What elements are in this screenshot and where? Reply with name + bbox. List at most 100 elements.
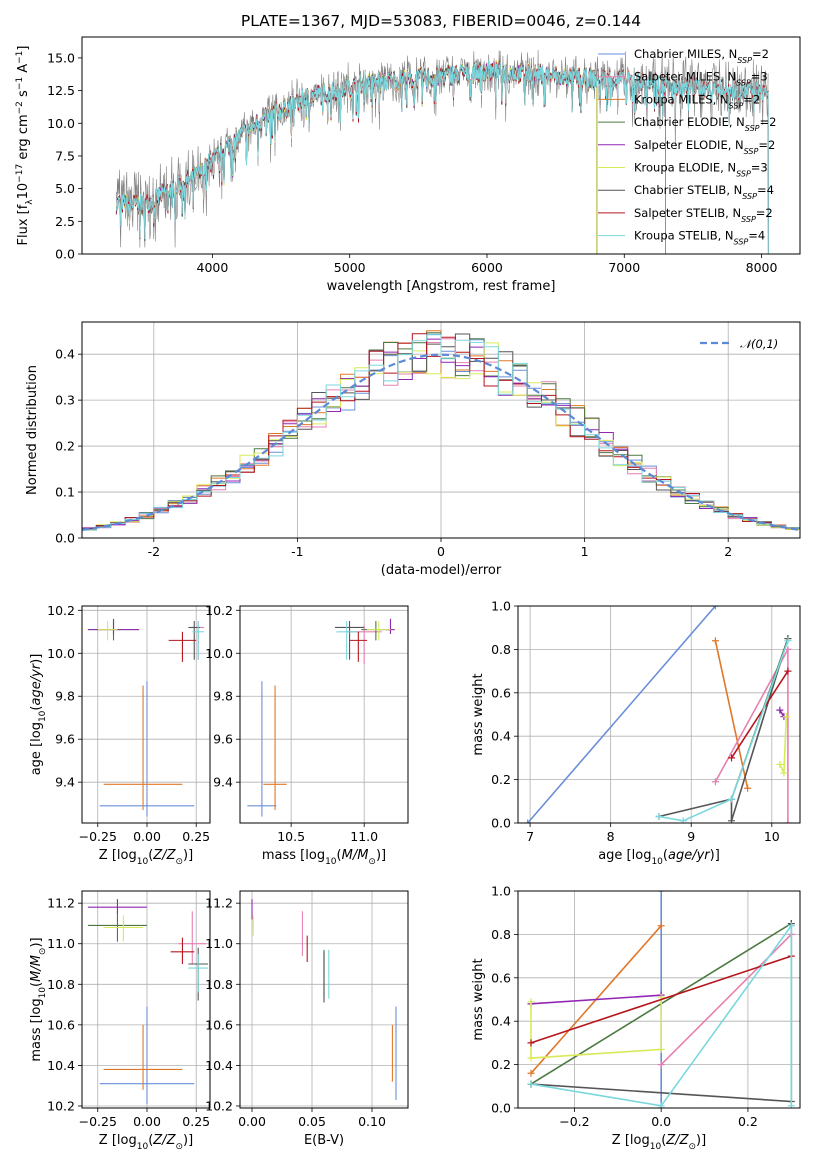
y-tick-label: 10.8 bbox=[47, 977, 75, 992]
x-tick-label: 0.25 bbox=[182, 1114, 210, 1129]
x-tick-label: 7000 bbox=[608, 260, 640, 275]
x-tick-label: 0.00 bbox=[133, 829, 161, 844]
y-tick-label: 0.2 bbox=[55, 439, 75, 454]
point-kroupa-elodie bbox=[367, 621, 391, 641]
x-tick-label: 5000 bbox=[334, 260, 366, 275]
weight-marker-kroupa-stelib bbox=[657, 1102, 665, 1108]
panel-age-vs-mass: 10.5 11.0 9.4 9.6 9.8 10.0 10.2 mass [log10(M/M… bbox=[205, 603, 409, 867]
weight-marker-kroupa-miles bbox=[711, 637, 719, 645]
y-tick-label: 11.0 bbox=[47, 936, 75, 951]
weight-marker-kroupa-stelib bbox=[787, 922, 795, 930]
point-chabrier-miles bbox=[99, 681, 195, 817]
y-tick-label: 10.0 bbox=[47, 116, 75, 131]
y-tick-label: 9.6 bbox=[213, 732, 233, 747]
x-tick-label: 0.0 bbox=[651, 1114, 671, 1129]
point-chabrier-elodie bbox=[361, 621, 391, 641]
y-tick-label: 0.6 bbox=[491, 685, 511, 700]
x-axis-label: mass [log10(M/M⊙)] bbox=[262, 848, 386, 867]
y-tick-label: 0.3 bbox=[55, 393, 75, 408]
y-tick-label: 10.4 bbox=[47, 1058, 75, 1073]
plot-area-spectrum bbox=[115, 49, 769, 254]
y-axis-label: mass weight bbox=[471, 958, 486, 1040]
legend-label: Salpeter MILES, NSSP=3 bbox=[634, 70, 768, 88]
y-tick-label: 1.0 bbox=[491, 884, 511, 899]
y-tick-label: 0.0 bbox=[491, 816, 511, 831]
point-chabrier-miles bbox=[247, 681, 277, 817]
x-tick-label: 4000 bbox=[197, 260, 229, 275]
panel-mass-vs-Z: −0.25 0.00 0.25 10.2 10.4 10.6 10.8 11.0 11.2 Z [… bbox=[29, 890, 211, 1152]
plot-area-mass-vs-EBV bbox=[251, 899, 397, 1100]
x-tick-label: 10 bbox=[764, 829, 780, 844]
point-salpeter-elodie bbox=[386, 618, 395, 634]
axes-frame bbox=[81, 36, 801, 255]
plot-area-age-vs-Z bbox=[87, 618, 205, 817]
x-axis-label: E(B-V) bbox=[304, 1133, 344, 1148]
x-tick-label: 8 bbox=[607, 829, 615, 844]
axes-frame bbox=[517, 890, 801, 1109]
point-kroupa-elodie bbox=[103, 915, 144, 942]
y-tick-label: 9.4 bbox=[213, 775, 233, 790]
y-tick-label: 0.6 bbox=[491, 970, 511, 985]
weight-marker-kroupa-stelib bbox=[655, 812, 663, 820]
legend-label: Chabrier STELIB, NSSP=4 bbox=[634, 183, 774, 201]
y-tick-label: 0.4 bbox=[55, 347, 75, 362]
point-kroupa-stelib bbox=[192, 621, 205, 660]
weight-marker-salpeter-miles bbox=[657, 1061, 665, 1069]
weight-marker-chabrier-miles bbox=[524, 819, 532, 823]
y-tick-label: 0.0 bbox=[55, 247, 75, 262]
weight-marker-kroupa-stelib bbox=[527, 1080, 535, 1088]
x-tick-label: 8000 bbox=[746, 260, 778, 275]
y-tick-label: 7.5 bbox=[55, 148, 75, 163]
weight-marker-kroupa-elodie bbox=[527, 998, 535, 1006]
x-tick-label: -1 bbox=[291, 544, 303, 559]
y-tick-label: 10.6 bbox=[205, 1017, 233, 1032]
weight-line-salpeter-stelib bbox=[730, 670, 789, 759]
y-tick-label: 9.8 bbox=[213, 689, 233, 704]
panel-age-vs-Z: −0.25 0.00 0.25 9.4 9.6 9.8 10.0 10.2 Z [log10(Z… bbox=[29, 603, 211, 867]
y-tick-label: 5.0 bbox=[55, 181, 75, 196]
y-axis-label: age [log10(age/yr)] bbox=[29, 654, 48, 776]
legend-label: Salpeter STELIB, NSSP=2 bbox=[634, 206, 773, 224]
grid-mass-vs-EBV bbox=[240, 891, 408, 1108]
panel-mass-weight-vs-Z: −0.2 0.0 0.2 0.0 0.2 0.4 0.6 0.8 1.0 Z [log10(Z/Z… bbox=[471, 884, 801, 1152]
x-tick-label: 0.10 bbox=[358, 1114, 386, 1129]
x-tick-label: -2 bbox=[148, 544, 160, 559]
x-tick-label: 9 bbox=[687, 829, 695, 844]
y-tick-label: 0.0 bbox=[55, 531, 75, 546]
point-kroupa-miles bbox=[103, 685, 183, 811]
panel-spectrum: 4000 5000 6000 7000 8000 0.0 2.5 5.0 7.5 10.0 12.5… bbox=[15, 36, 801, 294]
y-tick-label: 10.4 bbox=[205, 1058, 233, 1073]
x-axis-label: age [log10(age/yr)] bbox=[598, 848, 720, 867]
x-tick-label: 10.5 bbox=[277, 829, 305, 844]
weight-line-chabrier-stelib bbox=[658, 638, 789, 822]
x-tick-label: 0.2 bbox=[738, 1114, 758, 1129]
x-tick-label: 0.00 bbox=[238, 1114, 266, 1129]
y-tick-label: 10.8 bbox=[205, 977, 233, 992]
point-kroupa-miles bbox=[103, 1024, 183, 1090]
plot-area-mass-vs-Z bbox=[87, 899, 209, 1104]
weight-marker-kroupa-stelib bbox=[728, 795, 736, 803]
spectrum-legend: Chabrier MILES, NSSP=2 Salpeter MILES, NS… bbox=[598, 47, 776, 246]
y-tick-label: 0.4 bbox=[491, 1014, 511, 1029]
y-tick-label: 10.2 bbox=[205, 603, 233, 618]
y-tick-label: 11.2 bbox=[47, 896, 75, 911]
panel-mass-weight-vs-age: 7 8 9 10 0.0 0.2 0.4 0.6 0.8 1.0 age [log10(age/yr… bbox=[471, 599, 801, 867]
point-kroupa-stelib bbox=[188, 953, 209, 993]
y-tick-label: 9.4 bbox=[55, 775, 75, 790]
y-axis-label: Flux [fλ10−17 erg cm−2 s−1 A−1] bbox=[15, 46, 35, 246]
model-spectrum-kroupa-stelib bbox=[115, 59, 769, 254]
weight-marker-salpeter-stelib bbox=[784, 667, 792, 675]
weight-line-salpeter-elodie bbox=[530, 994, 662, 1005]
x-tick-label: 6000 bbox=[471, 260, 503, 275]
figure-title: PLATE=1367, MJD=53083, FIBERID=0046, z=0… bbox=[240, 12, 642, 30]
x-tick-label: 1 bbox=[581, 544, 589, 559]
axes-frame bbox=[239, 890, 409, 1109]
y-tick-label: 11.0 bbox=[205, 936, 233, 951]
y-tick-label: 12.5 bbox=[47, 83, 75, 98]
plot-area-residuals bbox=[82, 330, 800, 533]
y-tick-label: 1.0 bbox=[491, 599, 511, 614]
y-tick-label: 0.0 bbox=[491, 1101, 511, 1116]
axes-frame bbox=[517, 605, 801, 824]
point-salpeter-miles bbox=[178, 911, 207, 965]
